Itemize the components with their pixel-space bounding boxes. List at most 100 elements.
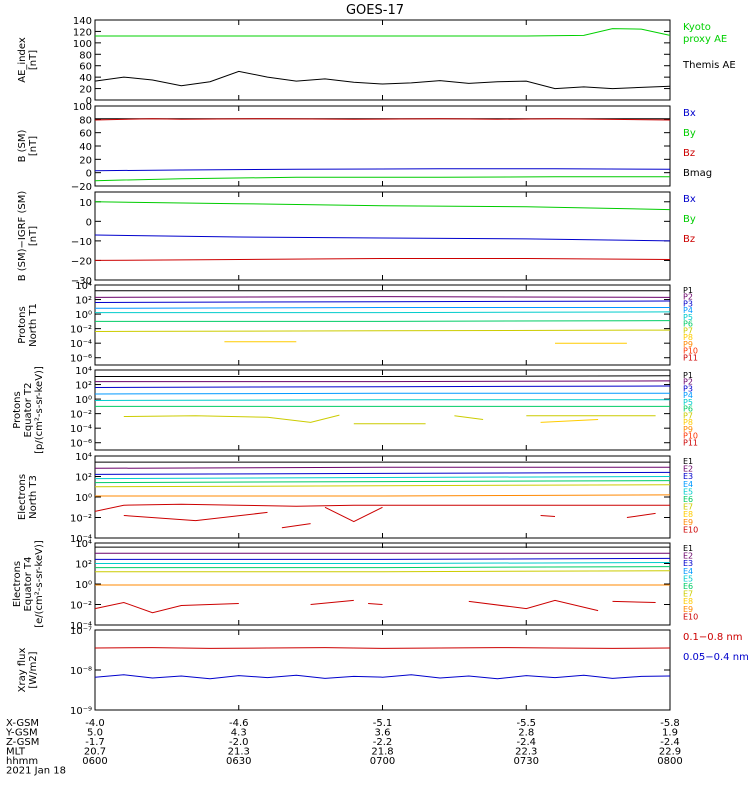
panel-frame [94, 629, 671, 711]
series-line [95, 28, 671, 37]
series-line [95, 494, 671, 497]
y-tick-label: 20 [79, 85, 92, 96]
y-tick-label: 10⁻⁴ [70, 339, 92, 350]
y-tick-label: 10⁰ [75, 395, 92, 406]
series-line [368, 603, 383, 605]
legend-entry: P10 [683, 432, 698, 441]
legend-entry: P1 [683, 286, 693, 295]
y-axis-label: Equator T4 [23, 557, 34, 612]
y-tick-label: 10⁻⁸ [70, 666, 92, 677]
y-tick-label: 10⁴ [75, 539, 92, 550]
legend-entry: P7 [683, 326, 693, 335]
y-axis-label: AE_index [17, 37, 28, 83]
series-line [94, 118, 671, 121]
tick-value: 20.7 [84, 747, 106, 758]
series-line [324, 506, 383, 523]
tick-value: 3.6 [375, 728, 391, 739]
y-tick-label: −10 [71, 237, 92, 248]
y-tick-label: 10⁻² [70, 325, 92, 336]
legend-entry: By [683, 214, 696, 225]
y-tick-label: 10² [75, 381, 92, 392]
series-line [94, 466, 670, 469]
y-axis-label: North T3 [28, 475, 39, 519]
series-line [95, 557, 671, 560]
y-axis-label: [nT] [28, 136, 39, 156]
y-tick-label: 40 [79, 73, 92, 84]
legend-entry: E4 [683, 567, 693, 576]
y-tick-label: 0 [86, 217, 92, 228]
series-line [94, 300, 671, 303]
y-axis-label: Equator T2 [23, 383, 34, 438]
series-line [94, 484, 671, 488]
legend-entry: E2 [683, 465, 693, 474]
y-tick-label: 120 [73, 27, 92, 38]
legend-entry: 0.1−0.8 nm [683, 632, 742, 643]
series-line [94, 385, 671, 388]
tick-value: 1.9 [662, 728, 678, 739]
tick-value: -4.6 [229, 718, 249, 729]
series-line [94, 503, 670, 512]
tick-value: -1.7 [85, 737, 105, 748]
row-label: Z-GSM [6, 737, 39, 748]
legend-entry: P11 [683, 353, 698, 362]
tick-value: -2.2 [373, 737, 393, 748]
y-tick-label: 140 [73, 16, 92, 27]
y-tick-label: 10⁴ [75, 452, 92, 463]
tick-value: -2.4 [516, 737, 536, 748]
series-line [94, 674, 671, 680]
y-tick-label: 10 [79, 198, 92, 209]
y-tick-label: 100 [73, 39, 92, 50]
legend-entry: E7 [683, 590, 693, 599]
y-axis-label: Electrons [12, 561, 23, 607]
series-line [94, 296, 671, 298]
legend-entry: E4 [683, 480, 693, 489]
legend-entry: P6 [683, 320, 693, 329]
series-line [94, 392, 670, 395]
series-line [94, 176, 670, 182]
y-tick-label: 10⁴ [75, 281, 92, 292]
panel-2: −20 0 20 40 60 80 100 B (SM) [nT] Bx By Bz Bmag [17, 102, 712, 193]
row-label: Y-GSM [5, 728, 38, 739]
legend-entry: P6 [683, 405, 693, 414]
y-axis-label: [nT] [28, 50, 39, 70]
series-line [94, 307, 670, 309]
y-tick-label: −20 [71, 256, 92, 267]
series-line [95, 320, 671, 322]
series-line [626, 512, 656, 518]
series-line [94, 399, 670, 401]
y-axis-label: B (SM) [17, 129, 28, 162]
series-line [612, 600, 656, 603]
legend-entry: E1 [683, 544, 693, 553]
legend-entry: P9 [683, 340, 693, 349]
tick-value: 0600 [82, 756, 107, 767]
tick-value: 2.8 [518, 728, 534, 739]
tick-value: 21.3 [228, 747, 250, 758]
tick-value: 0800 [657, 756, 682, 767]
legend-entry: P8 [683, 418, 693, 427]
legend-entry: E2 [683, 552, 693, 561]
series-line [94, 329, 671, 332]
tick-value: -4.0 [85, 718, 105, 729]
plot-title: GOES-17 [346, 3, 404, 18]
tick-value: 5.0 [87, 728, 103, 739]
series-line [468, 599, 599, 612]
legend-entry: E3 [683, 472, 693, 481]
legend-entry: P9 [683, 425, 693, 434]
legend-entry: By [683, 128, 696, 139]
tick-value: -5.1 [373, 718, 393, 729]
y-tick-label: 80 [79, 115, 92, 126]
legend-entry: E10 [683, 612, 698, 621]
tick-value: 22.3 [515, 747, 537, 758]
legend-entry: E9 [683, 605, 693, 614]
legend-entry: Bz [683, 234, 695, 245]
y-tick-label: 10⁴ [75, 366, 92, 377]
panel-frame [94, 19, 671, 101]
row-label: MLT [6, 747, 26, 758]
row-label: hhmm [6, 756, 38, 767]
y-tick-label: 10⁰ [75, 580, 92, 591]
series-line [123, 414, 340, 423]
date-label: 2021 Jan 18 [6, 766, 66, 777]
